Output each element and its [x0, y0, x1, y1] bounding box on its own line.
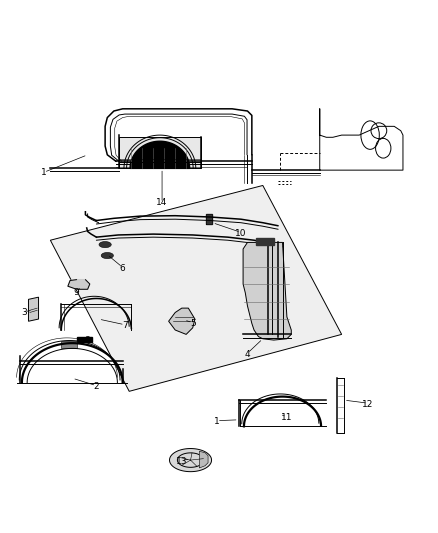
- Text: 11: 11: [281, 413, 293, 422]
- Text: 6: 6: [120, 264, 126, 273]
- Polygon shape: [77, 336, 92, 342]
- Polygon shape: [199, 451, 208, 468]
- Polygon shape: [50, 185, 342, 391]
- Polygon shape: [243, 243, 291, 340]
- Polygon shape: [68, 280, 90, 289]
- Text: 8: 8: [85, 336, 91, 345]
- Text: 5: 5: [190, 319, 196, 328]
- Polygon shape: [28, 297, 39, 321]
- Text: 12: 12: [362, 400, 374, 409]
- Text: 7: 7: [122, 321, 128, 330]
- Text: 13: 13: [176, 457, 187, 466]
- Text: 14: 14: [156, 198, 168, 207]
- Ellipse shape: [101, 253, 113, 259]
- Polygon shape: [206, 214, 212, 224]
- Text: 1: 1: [214, 417, 220, 426]
- Text: 2: 2: [94, 383, 99, 391]
- Text: 10: 10: [235, 229, 247, 238]
- Text: 9: 9: [74, 288, 80, 297]
- Polygon shape: [256, 238, 274, 245]
- Text: 4: 4: [245, 350, 250, 359]
- Ellipse shape: [99, 241, 111, 248]
- Polygon shape: [170, 449, 212, 472]
- Polygon shape: [169, 308, 195, 334]
- Polygon shape: [119, 138, 201, 168]
- Polygon shape: [130, 141, 190, 168]
- Text: 3: 3: [21, 308, 27, 317]
- Text: 1: 1: [41, 168, 47, 177]
- Polygon shape: [61, 341, 77, 349]
